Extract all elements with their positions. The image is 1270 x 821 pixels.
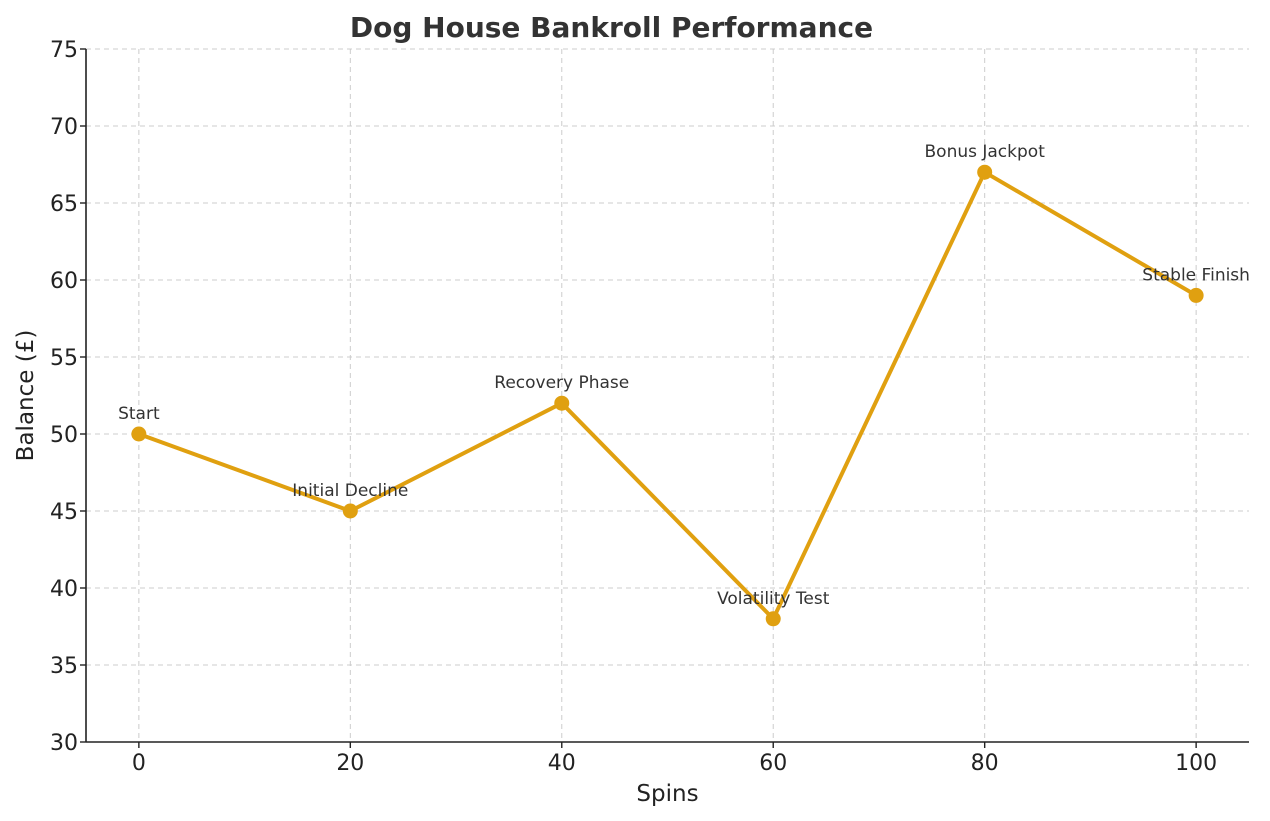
x-tick-label: 100 xyxy=(1175,751,1217,776)
y-tick-label: 65 xyxy=(50,192,78,217)
y-tick-label: 55 xyxy=(50,346,78,371)
ticks: 0 20 40 60 80 100 30 35 40 45 50 55 60 65 70 75 xyxy=(50,38,1217,776)
x-tick-label: 40 xyxy=(548,751,576,776)
series-line xyxy=(136,170,1199,621)
y-tick-label: 35 xyxy=(50,654,78,679)
axes xyxy=(85,49,1249,743)
point-annotation: Volatility Test xyxy=(717,589,830,609)
point-annotation: Stable Finish xyxy=(1142,265,1250,285)
y-tick-label: 50 xyxy=(50,423,78,448)
data-point xyxy=(765,611,781,627)
x-tick-label: 20 xyxy=(336,751,364,776)
data-point xyxy=(131,426,147,442)
grid xyxy=(86,48,1249,743)
y-tick-label: 30 xyxy=(50,731,78,756)
y-axis-title: Balance (£) xyxy=(13,330,39,462)
x-axis-title: Spins xyxy=(636,781,698,807)
x-tick-label: 80 xyxy=(971,751,999,776)
point-annotation: Recovery Phase xyxy=(494,373,629,393)
y-tick-label: 60 xyxy=(50,269,78,294)
x-tick-label: 0 xyxy=(132,751,146,776)
data-point xyxy=(342,503,358,519)
y-tick-label: 45 xyxy=(50,500,78,525)
point-annotation: Initial Decline xyxy=(292,481,408,501)
chart-title: Dog House Bankroll Performance xyxy=(350,11,873,44)
x-tick-label: 60 xyxy=(759,751,787,776)
y-tick-label: 40 xyxy=(50,577,78,602)
annotations: Start Initial Decline Recovery Phase Volati… xyxy=(118,142,1250,609)
y-tick-label: 75 xyxy=(50,38,78,63)
series xyxy=(131,164,1204,627)
y-tick-label: 70 xyxy=(50,115,78,140)
data-point xyxy=(554,395,570,411)
point-annotation: Bonus Jackpot xyxy=(925,142,1046,162)
data-point xyxy=(977,164,993,180)
point-annotation: Start xyxy=(118,404,160,424)
data-point xyxy=(1188,287,1204,303)
